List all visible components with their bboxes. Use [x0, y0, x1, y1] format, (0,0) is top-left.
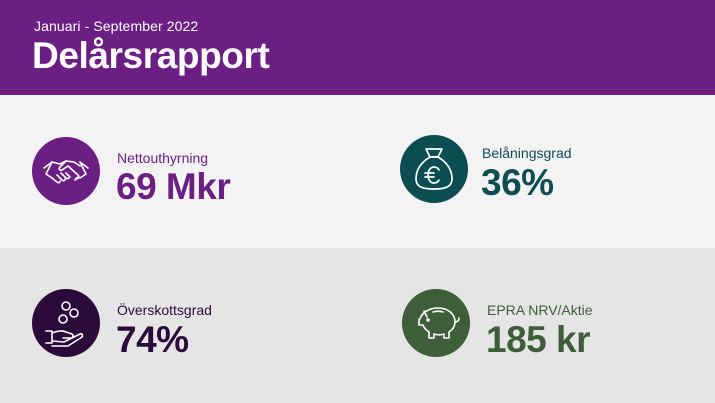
- kpi-row-top: Nettouthyrning 69 Mkr Belåningsgrad 36%: [0, 95, 715, 248]
- piggy-bank-icon: [402, 289, 470, 357]
- report-period: Januari - September 2022: [34, 18, 199, 34]
- kpi-label: Nettouthyrning: [117, 150, 209, 166]
- kpi-label: Belåningsgrad: [482, 145, 572, 161]
- kpi-value: 69 Mkr: [116, 166, 231, 207]
- kpi-row-bottom: Överskottsgrad 74% EPRA NRV/Aktie 185 kr: [0, 248, 715, 403]
- page-title: Delårsrapport: [32, 35, 270, 76]
- header-banner: Januari - September 2022 Delårsrapport: [0, 0, 715, 95]
- kpi-value: 36%: [481, 162, 554, 203]
- money-bag-euro-icon: [400, 135, 468, 203]
- hand-coins-icon: [32, 289, 100, 357]
- kpi-value: 74%: [116, 319, 189, 360]
- handshake-icon: [32, 137, 100, 205]
- kpi-label: Överskottsgrad: [117, 302, 212, 318]
- kpi-value: 185 kr: [486, 319, 591, 360]
- kpi-label: EPRA NRV/Aktie: [487, 302, 593, 318]
